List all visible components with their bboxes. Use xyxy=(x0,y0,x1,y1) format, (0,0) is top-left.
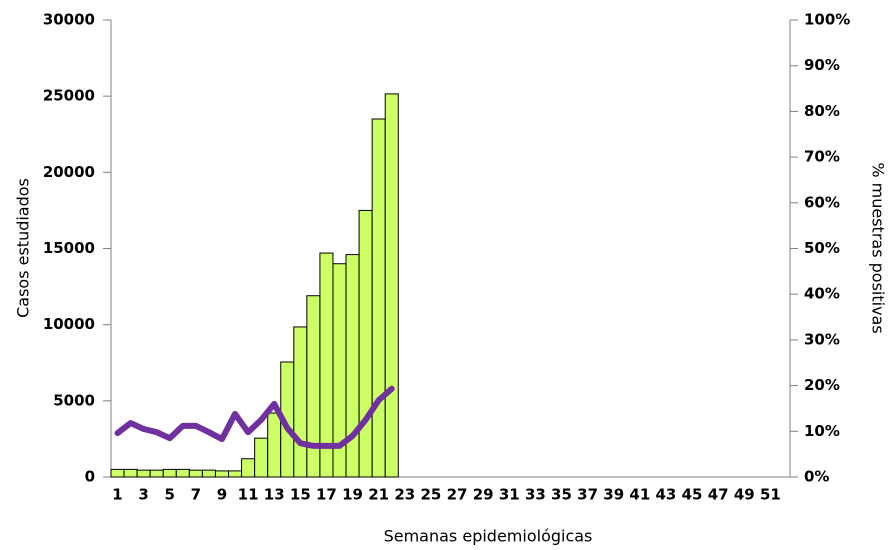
x-tick-label: 51 xyxy=(760,486,781,504)
bar xyxy=(384,93,399,478)
y-tick-label: 15000 xyxy=(43,239,95,257)
bar xyxy=(306,295,321,478)
y2-tick-label: 50% xyxy=(804,239,840,257)
bar xyxy=(123,468,138,478)
x-tick-label: 27 xyxy=(447,486,468,504)
x-tick-label: 9 xyxy=(217,486,227,504)
y2-axis-title: % muestras positivas xyxy=(869,162,888,333)
y2-tick-label: 100% xyxy=(804,11,850,29)
bar xyxy=(136,469,151,478)
x-tick-label: 19 xyxy=(342,486,363,504)
x-tick-label: 45 xyxy=(682,486,703,504)
y2-tick-label: 90% xyxy=(804,56,840,74)
bar xyxy=(175,468,190,478)
bar xyxy=(228,470,243,478)
y-tick-label: 10000 xyxy=(43,315,95,333)
x-tick-label: 3 xyxy=(138,486,148,504)
x-tick-label: 13 xyxy=(264,486,285,504)
x-tick-label: 31 xyxy=(499,486,520,504)
bar xyxy=(162,468,177,478)
x-tick-label: 43 xyxy=(656,486,677,504)
x-tick-label: 37 xyxy=(577,486,598,504)
x-tick-label: 7 xyxy=(191,486,201,504)
y2-tick-label: 20% xyxy=(804,376,840,394)
bar xyxy=(201,469,216,478)
x-tick-label: 41 xyxy=(629,486,650,504)
x-tick-label: 29 xyxy=(473,486,494,504)
y2-tick-label: 0% xyxy=(804,468,829,486)
y-tick-label: 30000 xyxy=(43,11,95,29)
x-tick-label: 47 xyxy=(708,486,729,504)
x-tick-label: 17 xyxy=(316,486,337,504)
y-tick-label: 25000 xyxy=(43,87,95,105)
x-tick-label: 39 xyxy=(603,486,624,504)
x-tick-label: 5 xyxy=(165,486,175,504)
line xyxy=(114,385,395,449)
y-tick-label: 0 xyxy=(85,468,95,486)
x-axis-title: Semanas epidemiológicas xyxy=(384,527,593,546)
y-tick-label: 20000 xyxy=(43,163,95,181)
y2-tick-label: 70% xyxy=(804,148,840,166)
y2-tick-label: 40% xyxy=(804,285,840,303)
y-tick-label: 5000 xyxy=(53,391,95,409)
x-tick-label: 25 xyxy=(420,486,441,504)
bar xyxy=(214,470,230,478)
bar xyxy=(254,437,269,478)
x-tick-label: 21 xyxy=(368,486,389,504)
y2-tick-label: 80% xyxy=(804,102,840,120)
bar xyxy=(149,469,164,478)
y2-tick-label: 10% xyxy=(804,422,840,440)
bar xyxy=(358,209,373,478)
x-tick-label: 23 xyxy=(394,486,415,504)
x-tick-label: 11 xyxy=(238,486,259,504)
x-tick-label: 15 xyxy=(290,486,311,504)
bar xyxy=(267,412,282,478)
y2-tick-label: 30% xyxy=(804,330,840,348)
y2-tick-label: 60% xyxy=(804,193,840,211)
x-tick-label: 49 xyxy=(734,486,755,504)
bar xyxy=(188,469,203,478)
bar xyxy=(241,458,256,478)
x-tick-label: 1 xyxy=(112,486,122,504)
x-tick-label: 33 xyxy=(525,486,546,504)
bar xyxy=(293,326,308,478)
x-tick-label: 35 xyxy=(551,486,572,504)
bar xyxy=(110,468,125,478)
y-axis-title: Casos estudiados xyxy=(14,178,33,318)
bar xyxy=(371,118,386,478)
bar xyxy=(345,254,360,478)
